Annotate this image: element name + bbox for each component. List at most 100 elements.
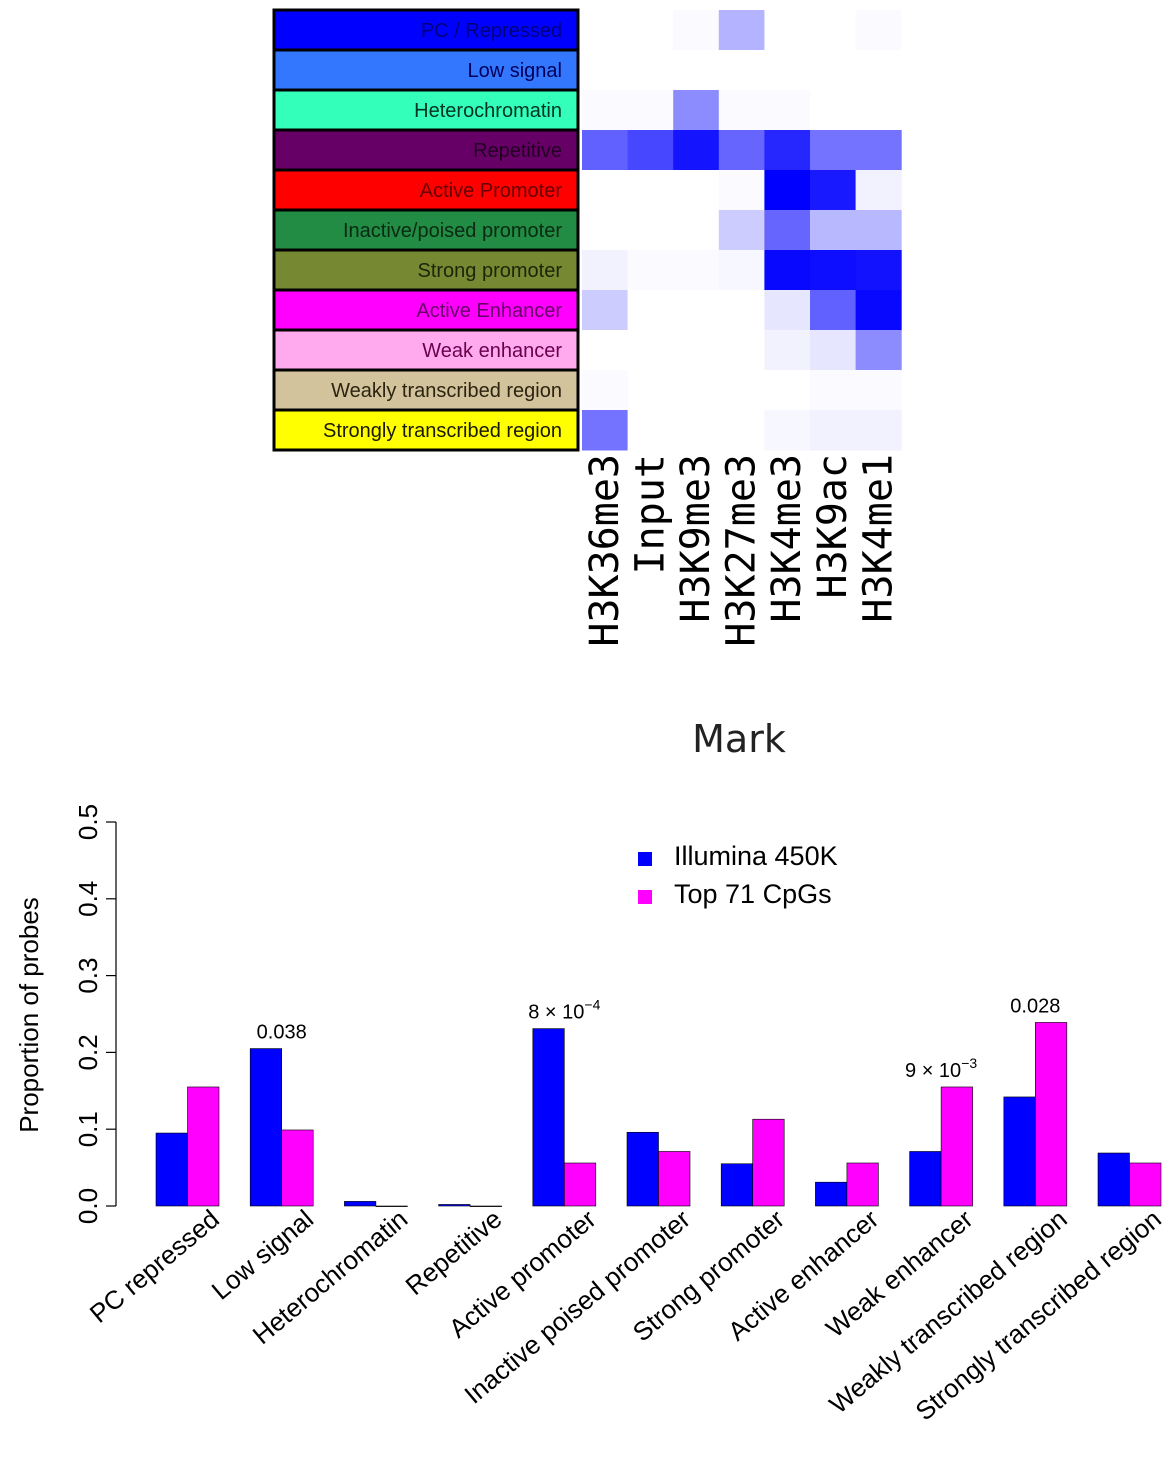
bar-top-71-cpgs-strong-promoter — [752, 1118, 785, 1207]
heat-cell-repetitive-h3k4me3 — [764, 130, 811, 171]
heat-cell-heterochromatin-h3k4me1 — [855, 90, 902, 131]
bar-illumina-450k-repetitive — [438, 1204, 471, 1207]
heat-cell-strong-promoter-h3k9ac — [810, 250, 857, 291]
heat-cell-active-promoter-h3k36me3 — [582, 170, 629, 211]
probe-proportion-bar-chart: 0.0 0.1 0.2 0.3 0.4 0.5 Proportion of probes PC… — [14, 804, 1167, 1426]
heat-cell-heterochromatin-h3k4me3 — [764, 90, 811, 131]
legend-label-top-71-cpgs: Top 71 CpGs — [674, 879, 832, 909]
heat-cell-repetitive-h3k4me1 — [855, 130, 902, 171]
heat-cell-strong-promoter-h3k4me1 — [855, 250, 902, 291]
heat-cell-repetitive-h3k27me3 — [718, 130, 765, 171]
heat-cell-active-promoter-h3k4me3 — [764, 170, 811, 211]
heat-cell-weak-enhancer-h3k4me3 — [764, 330, 811, 371]
state-label-pc-repressed: PC / Repressed — [421, 20, 562, 42]
bar-illumina-450k-strongly-transcribed-region — [1097, 1152, 1130, 1207]
heat-cell-active-enhancer-h3k4me3 — [764, 290, 811, 331]
heat-cell-heterochromatin-h3k36me3 — [582, 90, 629, 131]
p-value-annotation-weak-enhancer: 9 × 10−3 — [905, 1055, 977, 1082]
heat-cell-low-signal-h3k9me3 — [673, 50, 720, 91]
state-label-weakly-transcribed-region: Weakly transcribed region — [331, 380, 562, 402]
heat-cell-low-signal-input — [627, 50, 674, 91]
heat-cell-inactive-poised-promoter-h3k36me3 — [582, 210, 629, 251]
heat-cell-weak-enhancer-input — [627, 330, 674, 371]
mark-label-h3k27me3: H3K27me3 — [719, 454, 765, 647]
y-tick-label: 0.0 — [73, 1188, 103, 1224]
p-value-annotation-low-signal: 0.038 — [257, 1022, 307, 1044]
mark-label-h3k9ac: H3K9ac — [810, 454, 856, 599]
state-label-strongly-transcribed-region: Strongly transcribed region — [323, 420, 562, 442]
category-label-pc-repressed: PC repressed — [84, 1204, 225, 1329]
heat-cell-weakly-transcribed-region-h3k36me3 — [582, 370, 629, 411]
heat-cell-pc-repressed-h3k4me1 — [855, 10, 902, 51]
heatmap-x-axis-title: Mark — [692, 717, 786, 761]
heat-cell-pc-repressed-input — [627, 10, 674, 51]
bar-top-71-cpgs-heterochromatin — [375, 1205, 408, 1207]
state-box-weakly-transcribed-region — [272, 368, 580, 412]
heat-cell-weak-enhancer-h3k9ac — [810, 330, 857, 371]
heat-cell-pc-repressed-h3k9ac — [810, 10, 857, 51]
state-label-heterochromatin: Heterochromatin — [414, 100, 562, 122]
heat-cell-inactive-poised-promoter-h3k27me3 — [718, 210, 765, 251]
bar-top-71-cpgs-active-promoter — [563, 1162, 597, 1207]
heat-cell-repetitive-input — [627, 130, 674, 171]
heat-cell-active-promoter-h3k27me3 — [718, 170, 765, 211]
bar-illumina-450k-low-signal — [249, 1048, 282, 1207]
heat-cell-strong-promoter-input — [627, 250, 674, 291]
state-label-active-enhancer: Active Enhancer — [416, 300, 562, 322]
bar-top-71-cpgs-weak-enhancer — [940, 1086, 973, 1207]
heat-cell-weak-enhancer-h3k27me3 — [718, 330, 765, 371]
heat-cell-strongly-transcribed-region-h3k4me3 — [764, 410, 811, 451]
p-value-base: 8 × 10 — [528, 1002, 584, 1024]
bar-top-71-cpgs-weakly-transcribed-region — [1035, 1022, 1068, 1207]
heat-cell-strongly-transcribed-region-h3k4me1 — [855, 410, 902, 451]
bar-top-71-cpgs-pc-repressed — [187, 1086, 220, 1207]
heat-cell-low-signal-h3k9ac — [810, 50, 857, 91]
y-axis-title: Proportion of probes — [14, 897, 44, 1133]
state-label-active-promoter: Active Promoter — [420, 180, 563, 202]
heat-cell-inactive-poised-promoter-h3k9ac — [810, 210, 857, 251]
heat-cell-pc-repressed-h3k36me3 — [582, 10, 629, 51]
heat-cell-pc-repressed-h3k9me3 — [673, 10, 720, 51]
heat-cell-low-signal-h3k36me3 — [582, 50, 629, 91]
heat-cell-weak-enhancer-h3k9me3 — [673, 330, 720, 371]
heat-cell-strong-promoter-h3k36me3 — [582, 250, 629, 291]
heat-cell-repetitive-h3k36me3 — [582, 130, 629, 171]
heat-cell-active-enhancer-h3k9me3 — [673, 290, 720, 331]
heat-cell-pc-repressed-h3k27me3 — [718, 10, 765, 51]
heat-cell-weakly-transcribed-region-h3k27me3 — [718, 370, 765, 411]
y-tick-label: 0.4 — [73, 881, 103, 917]
heat-cell-heterochromatin-h3k9me3 — [673, 90, 720, 131]
state-label-strong-promoter: Strong promoter — [417, 260, 562, 282]
heat-cell-pc-repressed-h3k4me3 — [764, 10, 811, 51]
heat-cell-strongly-transcribed-region-h3k27me3 — [718, 410, 765, 451]
heat-cell-weak-enhancer-h3k36me3 — [582, 330, 629, 371]
heat-cell-active-promoter-input — [627, 170, 674, 211]
heat-cell-inactive-poised-promoter-input — [627, 210, 674, 251]
legend-swatch-top-71-cpgs — [638, 890, 652, 904]
bar-top-71-cpgs-low-signal — [281, 1129, 314, 1207]
mark-label-h3k9me3: H3K9me3 — [673, 454, 719, 623]
mark-label-input: Input — [627, 454, 673, 574]
heat-cell-heterochromatin-h3k27me3 — [718, 90, 765, 131]
mark-label-h3k4me1: H3K4me1 — [855, 454, 901, 623]
bar-illumina-450k-weak-enhancer — [909, 1151, 942, 1207]
mark-label-h3k4me3: H3K4me3 — [764, 454, 810, 623]
p-value-base: 9 × 10 — [905, 1060, 961, 1082]
heat-cell-active-enhancer-input — [627, 290, 674, 331]
heat-cell-strong-promoter-h3k9me3 — [673, 250, 720, 291]
bar-illumina-450k-heterochromatin — [344, 1201, 377, 1207]
heat-cell-low-signal-h3k4me3 — [764, 50, 811, 91]
y-tick-label: 0.2 — [73, 1034, 103, 1070]
heat-cell-strong-promoter-h3k4me3 — [764, 250, 811, 291]
state-label-repetitive: Repetitive — [473, 140, 562, 162]
bar-top-71-cpgs-repetitive — [469, 1205, 502, 1207]
bar-illumina-450k-pc-repressed — [155, 1132, 188, 1207]
p-value-annotation-active-promoter: 8 × 10−4 — [528, 997, 600, 1024]
mark-label-h3k36me3: H3K36me3 — [582, 454, 628, 647]
heat-cell-strongly-transcribed-region-h3k9ac — [810, 410, 857, 451]
p-value-exponent: −4 — [584, 997, 600, 1013]
p-value-exponent: −3 — [961, 1055, 977, 1071]
category-label-heterochromatin: Heterochromatin — [247, 1204, 414, 1351]
bar-illumina-450k-active-promoter — [532, 1028, 565, 1207]
p-value-annotation-weakly-transcribed-region: 0.028 — [1010, 995, 1060, 1017]
